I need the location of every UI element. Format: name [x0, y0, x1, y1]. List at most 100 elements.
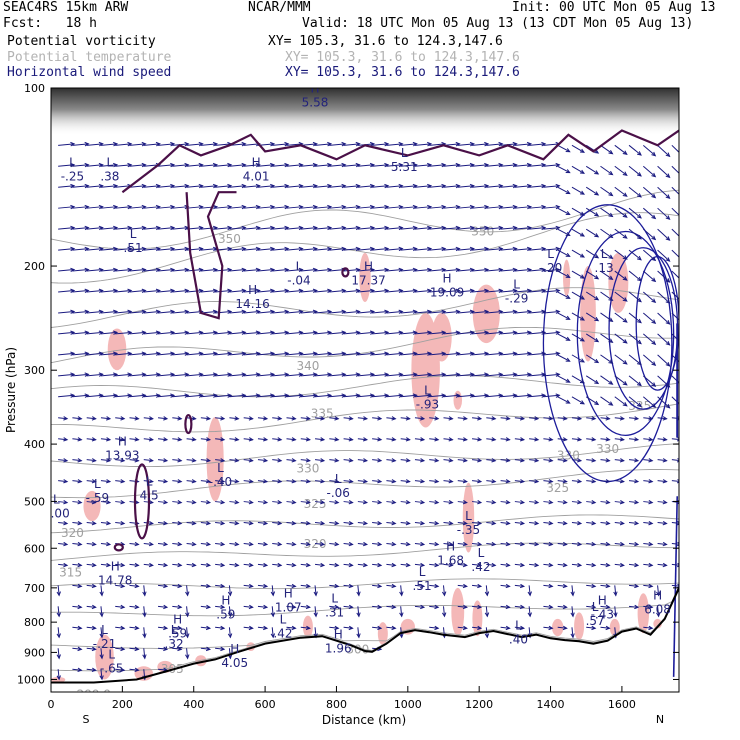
wind-vector: [286, 227, 303, 230]
wind-vector-head: [163, 583, 169, 589]
wind-vector: [357, 290, 374, 293]
wind-vector: [414, 605, 425, 608]
wind-vector: [143, 606, 146, 617]
wind-vector: [514, 563, 524, 566]
wind-vector: [329, 143, 346, 146]
wind-vector-head: [434, 604, 440, 610]
wind-vector: [429, 310, 446, 314]
wind-vector-head: [327, 183, 333, 189]
wind-vector-head: [70, 372, 76, 377]
wind-vector: [157, 459, 168, 462]
wind-vector: [115, 331, 132, 335]
wind-vector: [600, 563, 610, 566]
wind-vector: [129, 605, 139, 608]
wind-vector: [585, 228, 599, 238]
wind-vector: [386, 542, 396, 545]
wind-vector: [557, 375, 570, 383]
y-tick-label: 1000: [17, 673, 45, 686]
wind-vector: [628, 249, 642, 261]
wind-vector-head: [591, 520, 597, 526]
wind-vector: [429, 185, 446, 188]
wind-vector-head: [512, 225, 518, 231]
wind-vector-head: [113, 372, 119, 377]
wind-vector-head: [120, 458, 126, 463]
wind-vector-head: [70, 204, 76, 210]
wind-vector-head: [305, 625, 311, 631]
wind-vector: [243, 394, 260, 398]
wind-vector: [157, 227, 175, 230]
wind-vector: [671, 207, 679, 216]
wind-vector: [343, 563, 353, 566]
wind-vector: [343, 206, 360, 209]
wind-vector-head: [320, 499, 326, 505]
wind-vector-head: [462, 416, 468, 421]
wind-vector-head: [526, 162, 533, 168]
wind-vector: [429, 522, 439, 525]
wind-vector-head: [651, 340, 657, 346]
extremum-marker: L: [280, 613, 287, 627]
wind-vector: [657, 333, 670, 346]
wind-vector: [314, 501, 325, 504]
wind-vector: [386, 417, 396, 420]
wind-vector: [343, 417, 353, 420]
wind-vector-head: [334, 541, 340, 547]
wind-vector-head: [362, 562, 369, 568]
extremum-marker: L: [592, 600, 599, 614]
wind-vector: [257, 164, 275, 167]
wind-vector: [200, 647, 210, 650]
wind-vector: [657, 522, 667, 525]
wind-vector: [543, 459, 553, 462]
wind-vector-head: [648, 583, 654, 589]
positive-pv-shading: [462, 482, 475, 553]
wind-vector-head: [191, 562, 197, 568]
wind-vector-head: [441, 393, 447, 398]
wind-vector: [614, 291, 628, 302]
wind-vector: [143, 185, 160, 188]
wind-vector-head: [608, 380, 614, 385]
wind-vector-head: [662, 416, 668, 421]
wind-vector: [172, 373, 189, 377]
wind-vector-head: [212, 330, 219, 335]
wind-vector-head: [341, 162, 347, 168]
wind-vector: [257, 373, 275, 377]
wind-vector: [357, 352, 374, 356]
wind-vector: [343, 164, 360, 167]
wind-vector-head: [84, 204, 90, 210]
wind-vector: [243, 373, 260, 377]
wind-vector-head: [248, 520, 254, 526]
wind-vector-head: [63, 437, 69, 442]
wind-vector: [357, 206, 374, 209]
terrain-surface-line: [51, 587, 679, 684]
wind-vector: [115, 417, 125, 420]
wind-vector: [471, 626, 482, 629]
wind-vector: [329, 584, 339, 587]
wind-vector: [172, 647, 182, 650]
wind-vector: [443, 185, 460, 188]
wind-vector: [500, 352, 517, 356]
wind-vector-head: [148, 562, 154, 568]
wind-vector: [215, 290, 232, 293]
wind-vector-head: [512, 330, 518, 335]
wind-vector-head: [391, 583, 397, 589]
wind-vector: [414, 310, 432, 314]
wind-vector-head: [484, 612, 490, 618]
wind-vector: [357, 522, 367, 525]
wind-vector: [286, 501, 296, 504]
wind-vector-head: [284, 351, 290, 356]
wind-vector-head: [305, 562, 311, 568]
wind-vector: [186, 627, 189, 638]
wind-vector-head: [484, 246, 490, 252]
wind-vector-head: [636, 255, 642, 261]
wind-vector-head: [577, 437, 583, 442]
y-tick-label: 200: [24, 260, 45, 273]
wind-vector-head: [608, 359, 614, 364]
wind-vector-head: [241, 246, 247, 252]
wind-vector: [557, 396, 570, 404]
wind-vector: [600, 522, 610, 525]
wind-vector: [100, 522, 111, 525]
wind-vector-head: [270, 591, 276, 597]
wind-vector: [600, 312, 613, 322]
wind-vector-head: [298, 393, 304, 398]
wind-vector: [286, 394, 303, 398]
wind-vector: [571, 627, 574, 638]
